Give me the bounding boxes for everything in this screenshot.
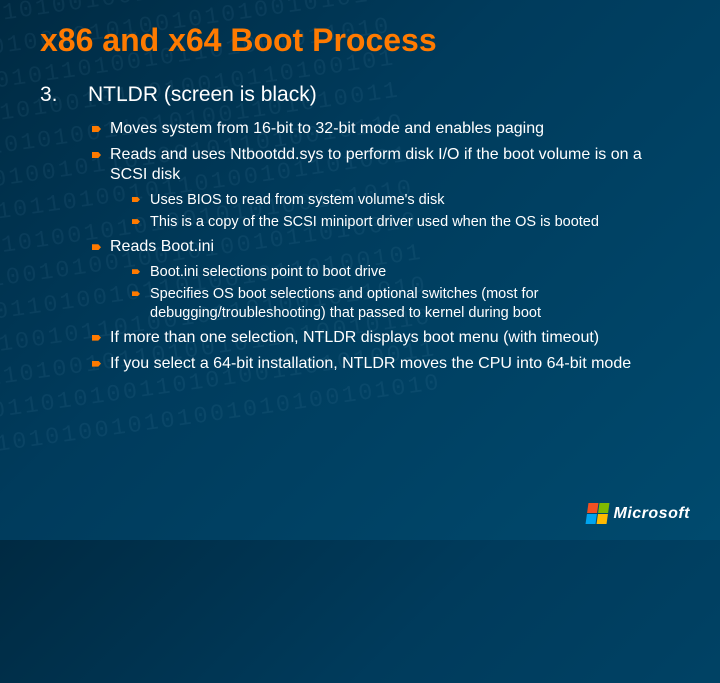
microsoft-flag-icon (585, 503, 609, 524)
list-item: Uses BIOS to read from system volume's d… (128, 191, 680, 209)
slide: x86 and x64 Boot Process 3. NTLDR (scree… (0, 0, 720, 540)
body-row: 3. NTLDR (screen is black) Moves system … (40, 83, 680, 380)
list-item: Boot.ini selections point to boot drive (128, 263, 680, 281)
list-item-text: Reads Boot.ini (110, 238, 214, 255)
list-item-text: Reads and uses Ntbootdd.sys to perform d… (110, 146, 642, 183)
content-column: NTLDR (screen is black) Moves system fro… (88, 83, 680, 380)
microsoft-logo: Microsoft (587, 503, 691, 524)
section-heading: NTLDR (screen is black) (88, 83, 680, 107)
slide-title: x86 and x64 Boot Process (40, 22, 680, 59)
list-item: If you select a 64-bit installation, NTL… (88, 354, 680, 374)
list-number: 3. (40, 83, 68, 380)
list-item: Reads Boot.ini Boot.ini selections point… (88, 237, 680, 321)
list-item: This is a copy of the SCSI miniport driv… (128, 213, 680, 231)
sub-bullet-list: Uses BIOS to read from system volume's d… (110, 191, 680, 231)
microsoft-logo-text: Microsoft (614, 505, 691, 523)
list-item: Moves system from 16-bit to 32-bit mode … (88, 119, 680, 139)
sub-bullet-list: Boot.ini selections point to boot drive … (110, 263, 680, 321)
bullet-list: Moves system from 16-bit to 32-bit mode … (88, 119, 680, 374)
list-item: If more than one selection, NTLDR displa… (88, 328, 680, 348)
list-item: Specifies OS boot selections and optiona… (128, 285, 680, 321)
list-item: Reads and uses Ntbootdd.sys to perform d… (88, 145, 680, 231)
